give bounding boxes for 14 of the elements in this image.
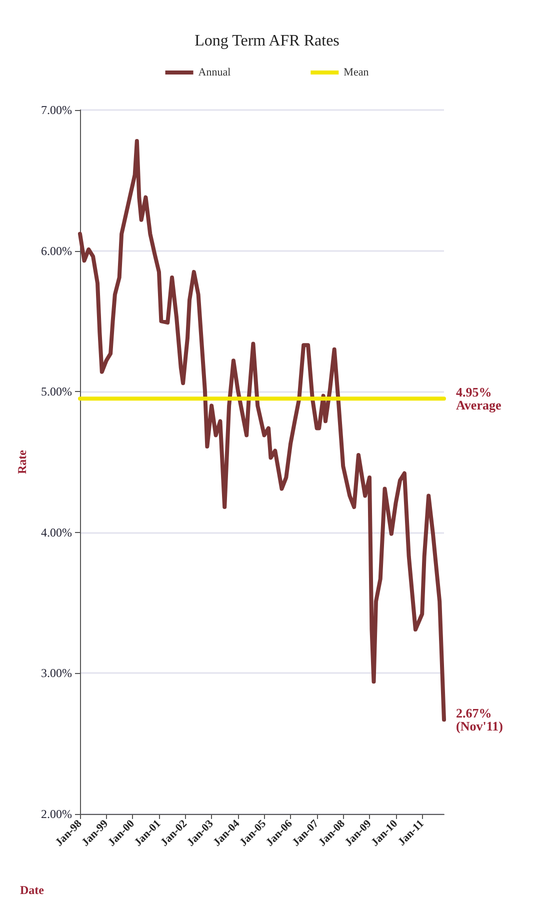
x-axis-title: Date <box>20 883 45 897</box>
y-tick-label: 4.00% <box>41 525 72 540</box>
legend-label: Mean <box>344 66 370 78</box>
y-tick-label: 7.00% <box>41 103 72 117</box>
y-tick-label: 2.00% <box>41 807 72 821</box>
y-tick-label: 3.00% <box>41 666 72 680</box>
y-tick-label: 5.00% <box>41 384 72 399</box>
y-axis-title: Rate <box>15 449 29 474</box>
legend-label: Annual <box>198 66 231 78</box>
chart-title: Long Term AFR Rates <box>194 32 340 50</box>
line-series <box>78 138 446 722</box>
annotation: 4.95% Average <box>456 384 502 413</box>
annotation: 2.67% (Nov'11) <box>456 706 503 734</box>
y-tick-label: 6.00% <box>41 244 72 258</box>
